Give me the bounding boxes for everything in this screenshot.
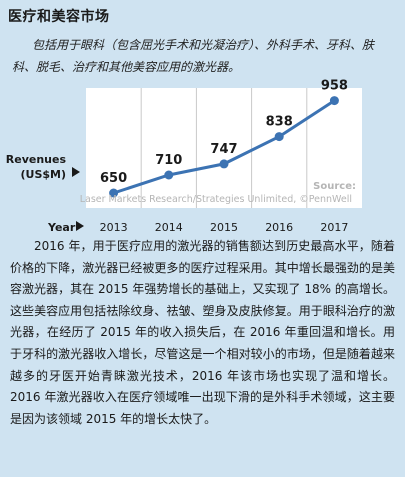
section-title: 医疗和美容市场 [8, 9, 110, 25]
data-point [109, 188, 119, 198]
x-tick-label: 2017 [320, 221, 348, 234]
grid-lines [140, 88, 308, 208]
source-text: Laser Markets Research/Strategies Unlimi… [80, 194, 352, 205]
data-label: 838 [266, 115, 293, 130]
x-tick-labels: 2013 2014 2015 2016 2017 [100, 221, 349, 234]
x-axis-arrow-icon [76, 221, 84, 231]
y-axis-arrow-icon [72, 167, 80, 177]
y-axis-label-line1: Revenues [6, 153, 67, 166]
x-tick-label: 2013 [100, 221, 128, 234]
body-paragraph: 2016 年，用于医疗应用的激光器的销售额达到历史最高水平，随着价格的下降，激光… [10, 239, 395, 426]
data-label: 710 [155, 153, 182, 168]
data-label: 650 [100, 171, 127, 186]
x-tick-label: 2015 [210, 221, 238, 234]
data-series: 650 710 747 838 958 [100, 79, 348, 198]
x-tick-label: 2014 [155, 221, 183, 234]
data-point [219, 159, 229, 169]
x-tick-label: 2016 [265, 221, 293, 234]
data-point [164, 170, 174, 180]
x-axis-label: Year [47, 221, 76, 234]
data-point [329, 96, 339, 106]
data-label: 747 [210, 142, 237, 157]
data-point [274, 132, 284, 142]
section-subtitle: 包括用于眼科（包含屈光手术和光凝治疗）、外科手术、牙科、肤科、脱毛、治疗和其他美… [12, 38, 375, 74]
source-label: Source: [313, 181, 356, 192]
y-axis-label-line2: (US$M) [20, 168, 66, 181]
revenue-line-chart: Revenues (US$M) 650 710 747 838 958 2013 2014… [6, 79, 362, 234]
data-label: 958 [321, 79, 348, 94]
